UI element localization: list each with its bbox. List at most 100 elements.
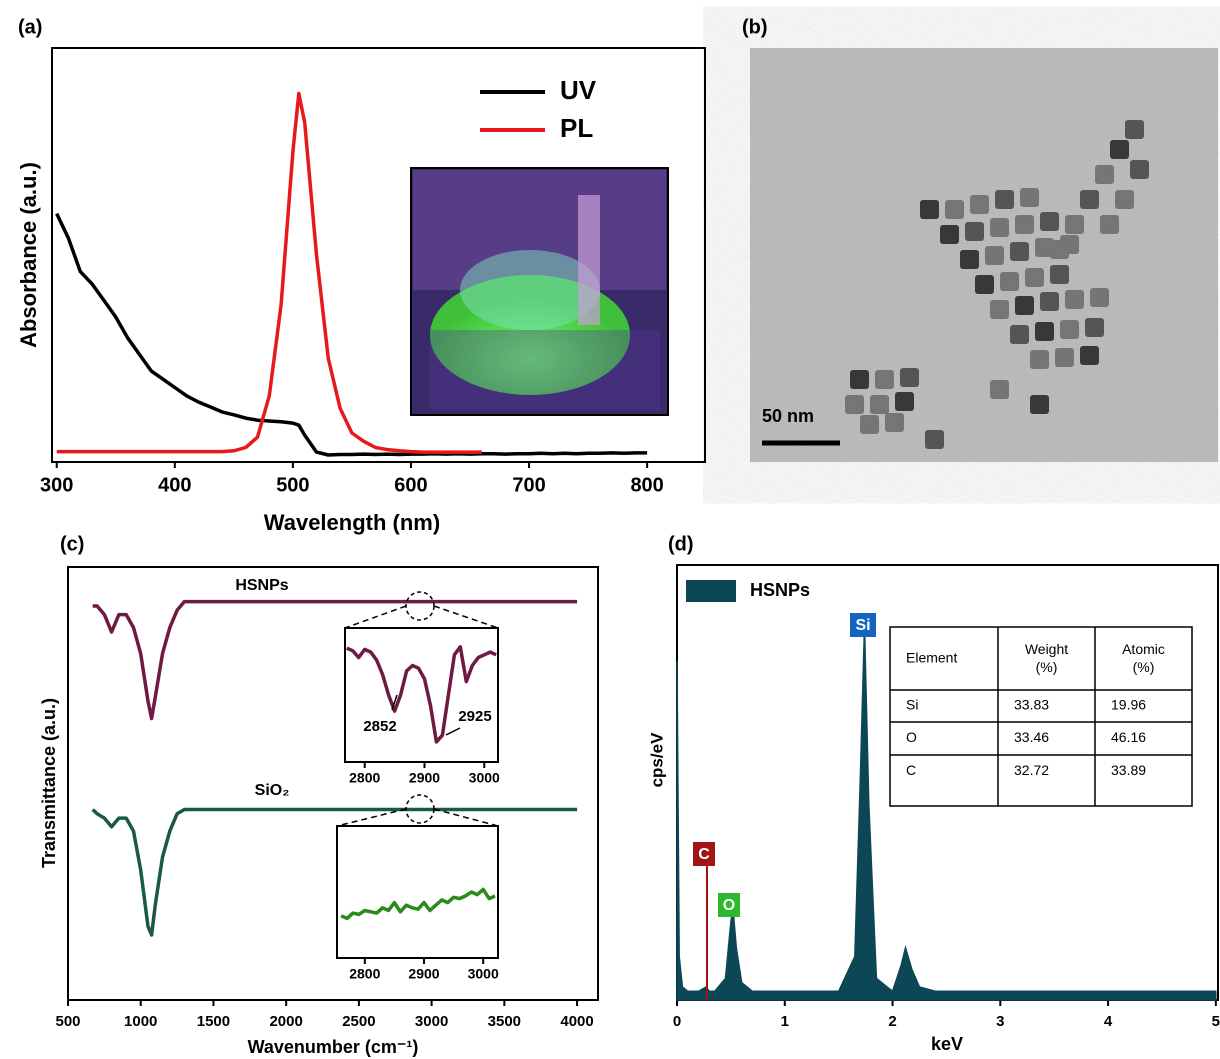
- nanocube: [1115, 190, 1134, 209]
- nanocube: [1050, 240, 1069, 259]
- annotation-arrow: [445, 727, 461, 736]
- nanocube: [885, 413, 904, 432]
- x-tick-label: 300: [40, 474, 73, 496]
- x-tick-label: 1000: [124, 1013, 157, 1030]
- nanocube: [1065, 215, 1084, 234]
- series-area: [676, 625, 1217, 1001]
- series-line: [346, 645, 497, 744]
- nanocube: [1015, 215, 1034, 234]
- plot-frame: [67, 566, 599, 1001]
- x-tick-label: 2900: [408, 966, 439, 982]
- nanocube: [1060, 320, 1079, 339]
- nanocube: [925, 430, 944, 449]
- y-axis-label: cps/eV: [647, 732, 666, 787]
- nanocube: [1130, 160, 1149, 179]
- nanocube: [920, 200, 939, 219]
- nanocube: [945, 200, 964, 219]
- zoom-guide: [336, 808, 407, 827]
- x-tick-label: 2000: [269, 1013, 302, 1030]
- inset-photo: [410, 167, 669, 416]
- nanocube: [1050, 265, 1069, 284]
- peak-label: C: [698, 846, 710, 863]
- series-label: HSNPs: [235, 577, 288, 594]
- nanocube: [1065, 290, 1084, 309]
- panel-label: (b): [742, 16, 768, 38]
- nanocube: [860, 415, 879, 434]
- x-tick-label: 4: [1104, 1013, 1113, 1030]
- nanocube: [995, 190, 1014, 209]
- nanocube: [940, 225, 959, 244]
- table-header: Weight (%): [1025, 641, 1068, 675]
- zoom-guide: [433, 808, 499, 827]
- nanocube: [900, 368, 919, 387]
- panel-label: (c): [60, 533, 84, 555]
- nanocube: [1080, 190, 1099, 209]
- nanocube: [975, 275, 994, 294]
- x-tick-label: 3000: [468, 966, 499, 982]
- peak-label-box: [693, 842, 715, 866]
- x-tick-label: 3: [996, 1013, 1004, 1030]
- nanocube: [1035, 322, 1054, 341]
- nanocube: [960, 250, 979, 269]
- x-axis-label: Wavelength (nm): [264, 510, 440, 535]
- legend-label: HSNPs: [750, 580, 810, 600]
- nanocube: [1110, 140, 1129, 159]
- nanocube: [1025, 268, 1044, 287]
- table-cell: O: [906, 729, 917, 745]
- x-tick-label: 1500: [197, 1013, 230, 1030]
- nanocube: [1015, 296, 1034, 315]
- table-cell: 33.46: [1014, 729, 1049, 745]
- zoom-circle: [405, 591, 435, 621]
- zoom-guide: [433, 605, 499, 629]
- nanocube: [1100, 215, 1119, 234]
- table-header: Element: [906, 650, 957, 666]
- nanocube: [1055, 348, 1074, 367]
- x-tick-label: 2800: [349, 966, 380, 982]
- x-tick-label: 2: [888, 1013, 896, 1030]
- nanocube: [1125, 120, 1144, 139]
- nanocube: [990, 380, 1009, 399]
- nanocube: [1095, 165, 1114, 184]
- nanocube: [850, 370, 869, 389]
- annotation-arrow: [391, 694, 398, 711]
- table-cell: 46.16: [1111, 729, 1146, 745]
- legend-label: PL: [560, 113, 593, 143]
- annotation: 2852: [363, 718, 396, 735]
- nanocube: [1085, 318, 1104, 337]
- panel-label: (a): [18, 16, 42, 38]
- nanocube: [1035, 238, 1054, 257]
- x-tick-label: 1: [781, 1013, 789, 1030]
- nanocube: [1010, 242, 1029, 261]
- nanocube: [970, 195, 989, 214]
- nanocube: [895, 392, 914, 411]
- series-line: [55, 212, 648, 457]
- nanocube: [1080, 346, 1099, 365]
- table-cell: 33.89: [1111, 762, 1146, 778]
- y-axis-label: Transmittance (a.u.): [39, 698, 59, 868]
- nanocube: [1030, 395, 1049, 414]
- x-axis-label: keV: [931, 1034, 963, 1054]
- peak-label: Si: [855, 617, 870, 634]
- tem-image: [750, 48, 1218, 462]
- x-tick-label: 4000: [560, 1013, 593, 1030]
- nanocube: [1000, 272, 1019, 291]
- plot-frame: [51, 47, 706, 463]
- x-tick-label: 2900: [409, 770, 440, 786]
- table-frame: [889, 626, 1193, 807]
- nanocube: [845, 395, 864, 414]
- table-cell: Si: [906, 697, 918, 713]
- x-tick-label: 2500: [342, 1013, 375, 1030]
- x-tick-label: 800: [630, 474, 663, 496]
- nanocube: [1010, 325, 1029, 344]
- nanocube: [875, 370, 894, 389]
- zoom-guide: [344, 605, 407, 629]
- table-cell: 32.72: [1014, 762, 1049, 778]
- series-line: [92, 599, 578, 721]
- x-tick-label: 3000: [469, 770, 500, 786]
- x-tick-label: 0: [673, 1013, 681, 1030]
- nanocube: [870, 395, 889, 414]
- series-label: SiO₂: [255, 782, 290, 799]
- peak-label-box: [718, 893, 740, 917]
- legend-swatch: [686, 580, 736, 602]
